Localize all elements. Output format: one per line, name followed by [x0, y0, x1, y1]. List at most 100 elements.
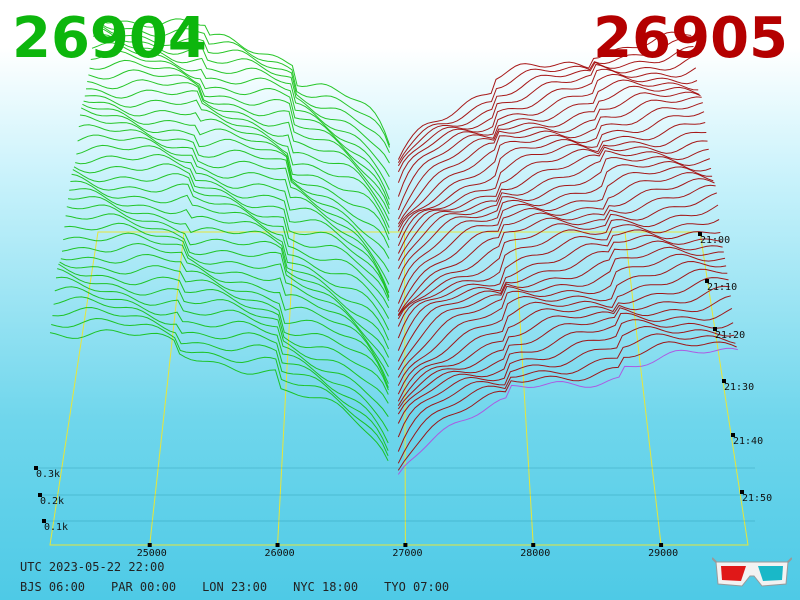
z-tick-label: 0.2k: [40, 496, 64, 507]
bid-depth-line: [90, 50, 390, 200]
bid-depth-line: [53, 296, 389, 444]
z-tick-label: 0.3k: [36, 469, 60, 480]
z-tick-mark: [38, 493, 42, 497]
bid-price: 26904: [12, 6, 207, 71]
ask-depth-line: [397, 91, 701, 225]
ask-depth-line: [397, 67, 697, 183]
ask-depth-line: [397, 102, 703, 232]
bid-depth-line: [83, 100, 390, 235]
ask-depth-line: [397, 347, 738, 475]
ask-depth-line: [397, 253, 726, 386]
ask-price: 26905: [593, 6, 788, 71]
bid-depth-line: [88, 69, 390, 210]
bid-depth-line: [66, 204, 390, 350]
ask-depth-line: [397, 240, 723, 371]
bid-depth-line: [75, 153, 390, 297]
bid-depth-line: [73, 163, 390, 298]
ask-depth-line: [397, 38, 693, 164]
time-tick-mark: [698, 232, 702, 236]
clock-nyc: NYC 18:00: [293, 580, 359, 594]
ask-depth-line: [397, 156, 710, 280]
ask-depth-line: [397, 166, 713, 304]
bid-depth-line: [72, 169, 390, 302]
bid-depth-line: [54, 286, 389, 432]
bid-depth-line: [93, 33, 390, 177]
x-tick-mark: [659, 543, 664, 547]
time-tick-mark: [722, 379, 726, 383]
z-tick-mark: [34, 466, 38, 470]
bid-depth-line: [60, 253, 389, 388]
bid-depth-line: [85, 88, 390, 221]
ask-depth-line: [397, 46, 694, 167]
bid-depth-line: [67, 196, 390, 341]
bid-depth-line: [76, 144, 390, 294]
time-tick-mark: [740, 490, 744, 494]
world-clocks: BJS 06:00 PAR 00:00 LON 23:00 NYC 18:00 …: [20, 580, 475, 594]
ask-depth-line: [397, 204, 719, 327]
bid-depth-line: [70, 180, 390, 319]
ask-depth-line: [397, 172, 714, 312]
bid-depth-line: [63, 232, 389, 377]
ask-depth-line: [397, 148, 709, 269]
ask-depth-series: [397, 31, 738, 475]
ask-depth-line: [397, 31, 692, 160]
bid-depth-line: [58, 263, 389, 395]
x-tick-label: 28000: [520, 548, 550, 559]
ask-depth-line: [397, 260, 727, 395]
bid-depth-line: [71, 173, 390, 309]
ask-depth-line: [397, 229, 721, 351]
floor-grid-line: [624, 231, 662, 546]
bid-depth-line: [65, 213, 390, 358]
z-tick-mark: [42, 519, 46, 523]
ask-depth-line: [397, 96, 702, 228]
ask-depth-line: [397, 307, 733, 424]
x-tick-label: 29000: [648, 548, 678, 559]
ask-depth-line: [397, 184, 716, 317]
ask-depth-line: [397, 131, 707, 254]
time-tick-label: 21:00: [700, 235, 730, 246]
bid-depth-line: [84, 95, 390, 228]
clock-bjs: BJS 06:00: [20, 580, 86, 594]
x-tick-label: 26000: [265, 548, 295, 559]
time-tick-label: 21:40: [733, 436, 763, 447]
ask-depth-line: [397, 295, 731, 415]
floor-grid-line: [149, 231, 185, 546]
floor-grid-line: [514, 231, 534, 546]
3d-glasses-icon[interactable]: [712, 556, 792, 590]
bid-depth-line: [79, 114, 390, 259]
utc-time: UTC 2023-05-22 22:00: [20, 560, 165, 574]
bid-depth-line: [55, 276, 389, 417]
ask-depth-line: [397, 79, 699, 211]
bid-depth-line: [52, 306, 389, 451]
time-tick-label: 21:10: [707, 282, 737, 293]
ask-depth-line: [397, 319, 734, 438]
bid-depth-line: [95, 21, 390, 154]
ask-depth-line: [397, 140, 708, 261]
clock-tyo: TYO 07:00: [384, 580, 450, 594]
x-tick-mark: [275, 543, 280, 547]
ask-depth-line: [397, 111, 705, 239]
x-tick-label: 27000: [392, 548, 422, 559]
time-tick-label: 21:20: [715, 330, 745, 341]
time-tick-label: 21:30: [724, 382, 754, 393]
bid-depth-line: [91, 42, 390, 191]
ask-depth-line: [397, 160, 712, 292]
ask-depth-line: [397, 219, 720, 339]
bid-depth-series: [49, 18, 391, 462]
bid-depth-line: [57, 268, 389, 404]
ask-depth-line: [397, 178, 715, 316]
bid-depth-line: [59, 261, 389, 391]
x-tick-mark: [531, 543, 536, 547]
ask-depth-line: [397, 268, 728, 402]
bid-depth-line: [80, 107, 390, 249]
z-tick-label: 0.1k: [44, 522, 68, 533]
bid-depth-line: [94, 26, 390, 164]
clock-lon: LON 23:00: [202, 580, 268, 594]
bid-depth-line: [82, 103, 390, 241]
clock-par: PAR 00:00: [111, 580, 177, 594]
chart-axes: 25000 26000 27000 28000 29000 0.1k 0.2k 0.3k 21:…: [34, 232, 772, 559]
ask-depth-line: [397, 234, 722, 362]
time-tick-label: 21:50: [742, 493, 772, 504]
x-tick-label: 25000: [137, 548, 167, 559]
